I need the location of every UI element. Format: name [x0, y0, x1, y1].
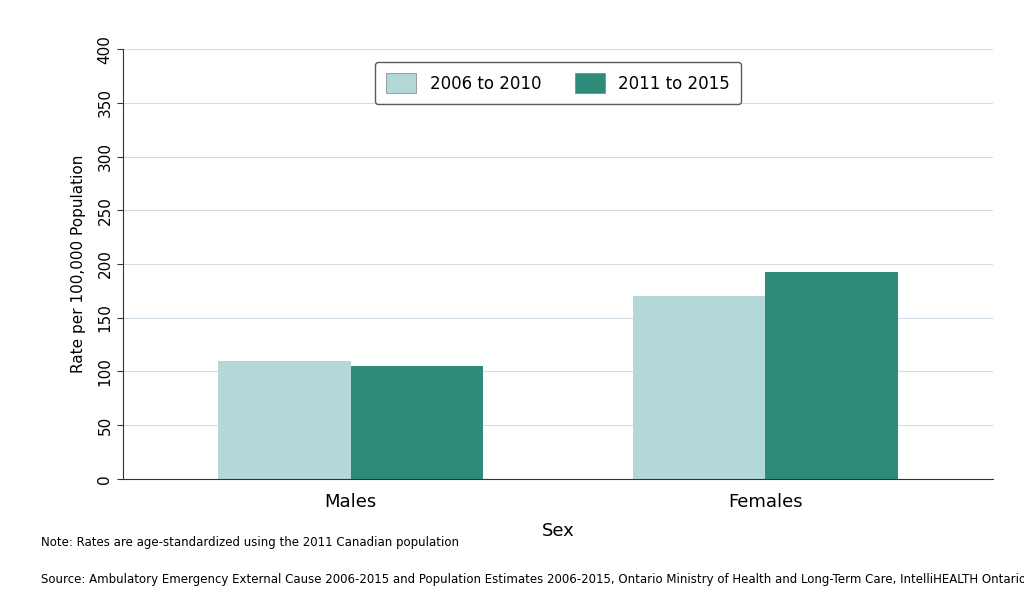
Bar	[351, 366, 483, 479]
Bar	[218, 361, 351, 479]
Bar	[765, 271, 898, 479]
Text: Note: Rates are age-standardized using the 2011 Canadian population: Note: Rates are age-standardized using t…	[41, 537, 459, 550]
Text: Source: Ambulatory Emergency External Cause 2006-2015 and Population Estimates 2: Source: Ambulatory Emergency External Ca…	[41, 573, 1024, 586]
X-axis label: Sex: Sex	[542, 522, 574, 540]
Bar	[633, 296, 765, 479]
Legend: 2006 to 2010, 2011 to 2015: 2006 to 2010, 2011 to 2015	[375, 62, 741, 104]
Y-axis label: Rate per 100,000 Population: Rate per 100,000 Population	[72, 155, 86, 373]
